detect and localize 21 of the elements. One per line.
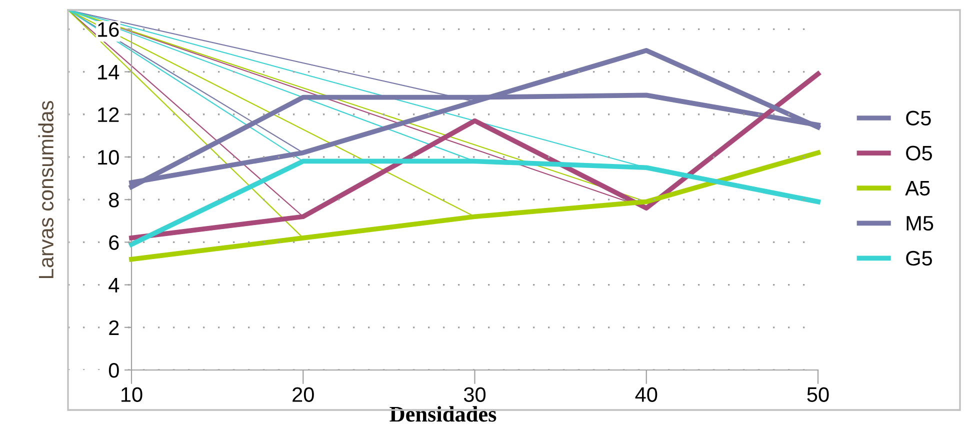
x-tick-label: 30 [464,387,486,402]
y-tick-label: 0 [108,363,119,378]
y-tick-label: 8 [109,192,119,208]
x-tick-label: 20 [292,387,314,402]
y-tick-label: 14 [98,64,120,80]
legend-label: O5 [906,146,932,161]
y-tick-label: 10 [98,150,119,165]
legend-label: M5 [906,216,934,231]
y-axis-title: Larvas consumidas [38,101,54,278]
x-tick-label: 40 [635,387,658,402]
x-tick-label: 50 [807,387,829,402]
legend-label: A5 [905,181,930,196]
x-axis-title: Densidades [390,406,496,422]
y-tick-label: 4 [108,278,120,292]
x-tick-label: 10 [122,387,142,402]
y-tick-label: 6 [109,235,119,250]
y-tick-label: 16 [98,22,119,37]
legend-label: G5 [906,250,932,266]
y-tick-label: 12 [98,107,119,122]
legend-label: C5 [906,110,931,126]
y-tick-label: 2 [109,320,119,335]
